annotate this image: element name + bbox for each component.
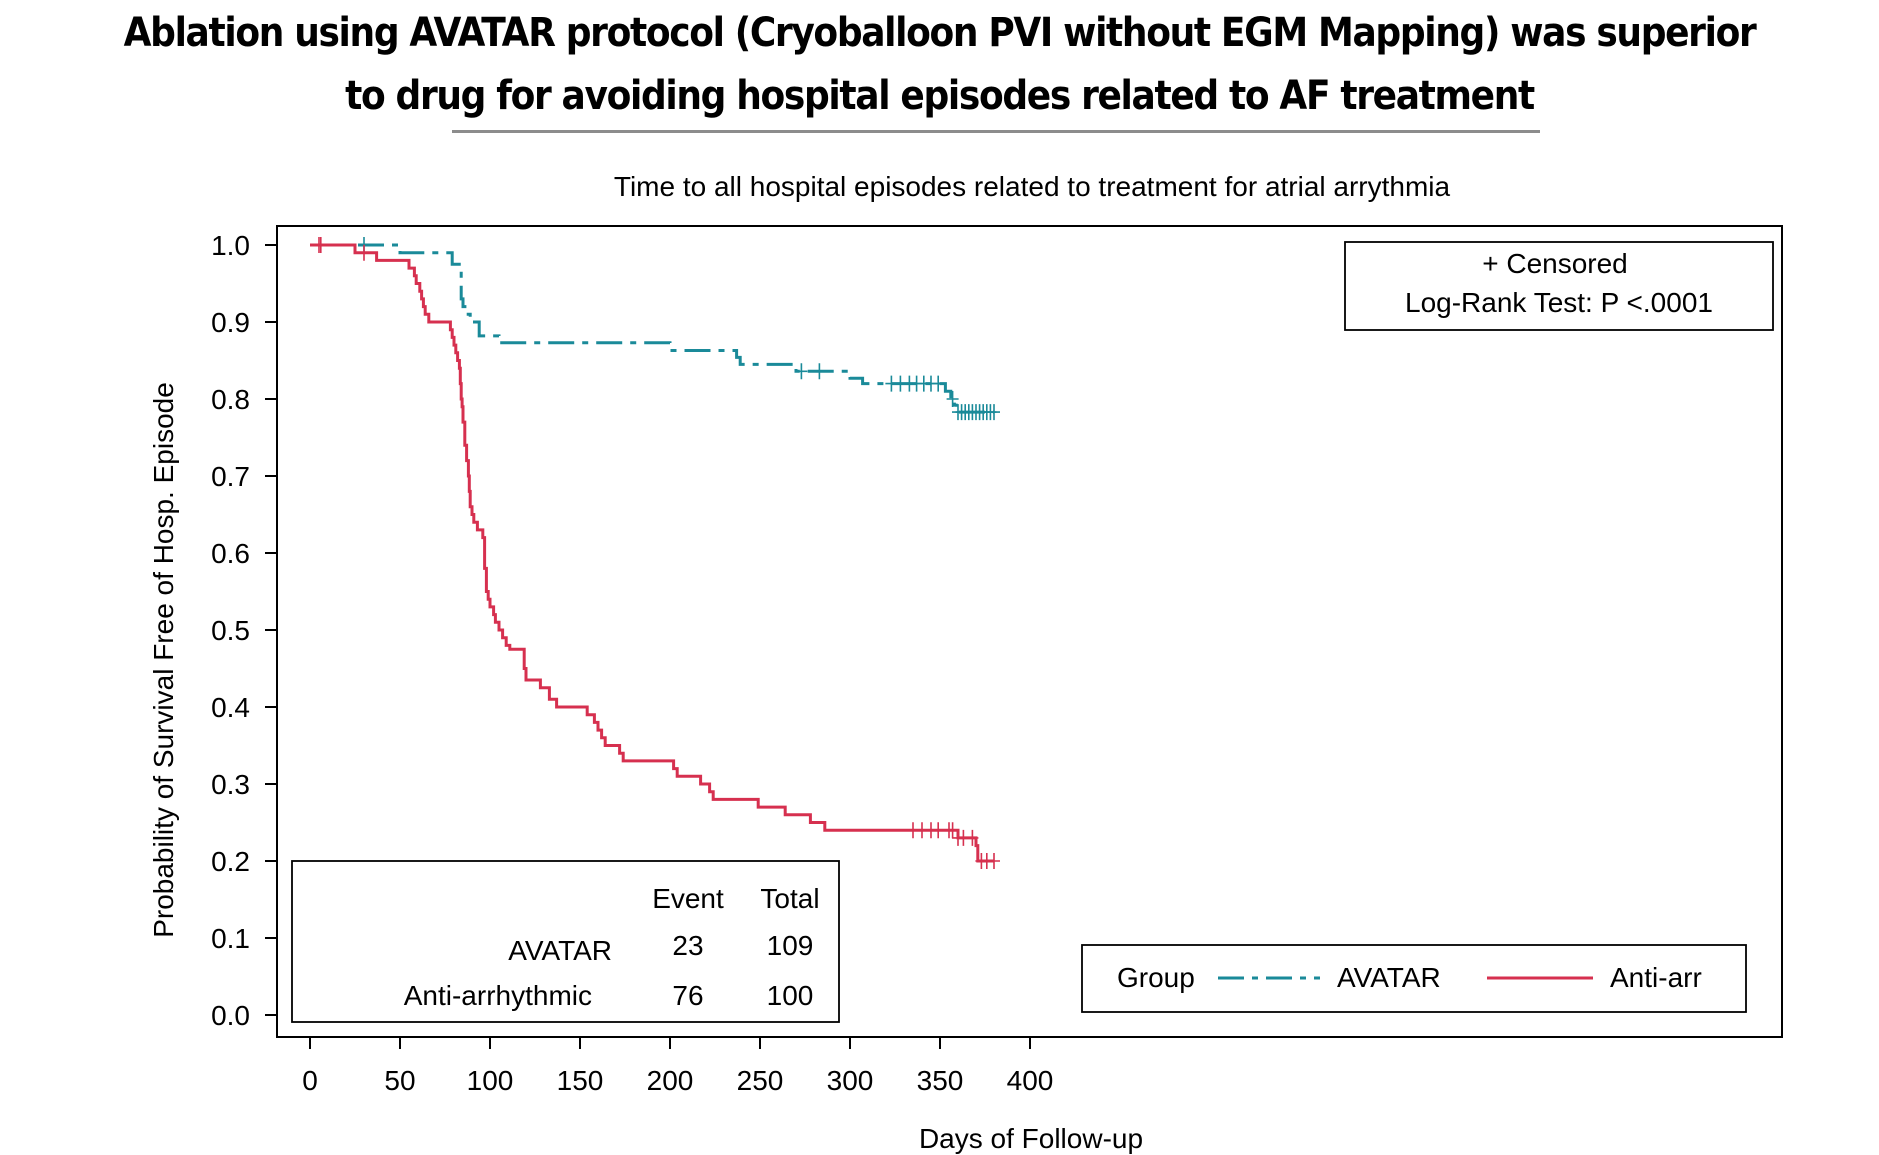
headline-line-2: to drug for avoiding hospital episodes r… bbox=[345, 73, 1535, 119]
x-tick-label: 350 bbox=[917, 1065, 964, 1096]
x-axis-label: Days of Follow-up bbox=[919, 1123, 1143, 1154]
censor-mark-avatar bbox=[988, 404, 1000, 421]
x-tick-label: 250 bbox=[737, 1065, 784, 1096]
y-axis: 0.0 0.1 0.2 0.3 0.4 0.5 0.6 0.7 0.8 0.9 1.0 bbox=[211, 230, 277, 1031]
censor-mark-anti-arr bbox=[946, 822, 959, 839]
series-line-avatar bbox=[310, 243, 994, 414]
table-row-event: 23 bbox=[672, 930, 703, 961]
censor-mark-avatar bbox=[795, 363, 808, 380]
legend-label-anti-arr: Anti-arr bbox=[1610, 962, 1702, 993]
table-header-event: Event bbox=[652, 883, 724, 914]
x-tick-label: 0 bbox=[302, 1065, 318, 1096]
censor-mark-avatar bbox=[813, 363, 826, 380]
y-tick-label: 0.0 bbox=[211, 1000, 250, 1031]
y-tick-label: 0.9 bbox=[211, 307, 250, 338]
legend: Group AVATAR Anti-arr bbox=[1081, 944, 1747, 1013]
table-row-event: 76 bbox=[672, 980, 703, 1011]
censor-mark-anti-arr bbox=[314, 237, 327, 253]
series-line-anti-arr bbox=[310, 243, 994, 863]
chart-title: Time to all hospital episodes related to… bbox=[614, 171, 1451, 202]
annotation-box: + Censored Log-Rank Test: P <.0001 bbox=[1344, 241, 1774, 331]
x-axis: 0 50 100 150 200 250 300 350 400 bbox=[302, 1037, 1053, 1096]
table-row-group: AVATAR bbox=[508, 935, 612, 966]
series-layer bbox=[310, 237, 1000, 869]
y-tick-label: 0.1 bbox=[211, 923, 250, 954]
censor-mark-avatar bbox=[932, 375, 945, 392]
x-tick-label: 50 bbox=[384, 1065, 415, 1096]
y-tick-label: 0.4 bbox=[211, 692, 250, 723]
table-row-total: 109 bbox=[767, 930, 814, 961]
censor-mark-anti-arr bbox=[988, 853, 1000, 869]
headline-line-1: Ablation using AVATAR protocol (Cryoball… bbox=[123, 10, 1757, 56]
y-tick-label: 1.0 bbox=[211, 230, 250, 261]
x-tick-label: 400 bbox=[1007, 1065, 1054, 1096]
legend-label-avatar: AVATAR bbox=[1337, 962, 1441, 993]
censor-mark-avatar bbox=[946, 391, 959, 407]
legend-title: Group bbox=[1117, 962, 1195, 993]
censored-label: + Censored bbox=[1482, 248, 1628, 279]
y-tick-label: 0.6 bbox=[211, 538, 250, 569]
table-header-total: Total bbox=[760, 883, 819, 914]
x-tick-label: 300 bbox=[827, 1065, 874, 1096]
y-tick-label: 0.5 bbox=[211, 615, 250, 646]
y-axis-label: Probability of Survival Free of Hosp. Ep… bbox=[148, 382, 179, 938]
y-tick-label: 0.3 bbox=[211, 769, 250, 800]
table-row-group: Anti-arrhythmic bbox=[404, 980, 592, 1011]
summary-table: Event Total AVATAR 23 109 Anti-arrhythmi… bbox=[291, 860, 840, 1023]
x-tick-label: 200 bbox=[647, 1065, 694, 1096]
y-tick-label: 0.2 bbox=[211, 846, 250, 877]
table-row-total: 100 bbox=[767, 980, 814, 1011]
x-tick-label: 150 bbox=[557, 1065, 604, 1096]
x-tick-label: 100 bbox=[467, 1065, 514, 1096]
censor-mark-anti-arr bbox=[358, 244, 370, 261]
y-tick-label: 0.7 bbox=[211, 461, 250, 492]
log-rank-label: Log-Rank Test: P <.0001 bbox=[1405, 287, 1713, 318]
censor-mark-anti-arr bbox=[932, 822, 945, 839]
censor-mark-anti-arr bbox=[966, 829, 979, 846]
y-tick-label: 0.8 bbox=[211, 384, 250, 415]
headline-underline bbox=[452, 130, 1540, 133]
